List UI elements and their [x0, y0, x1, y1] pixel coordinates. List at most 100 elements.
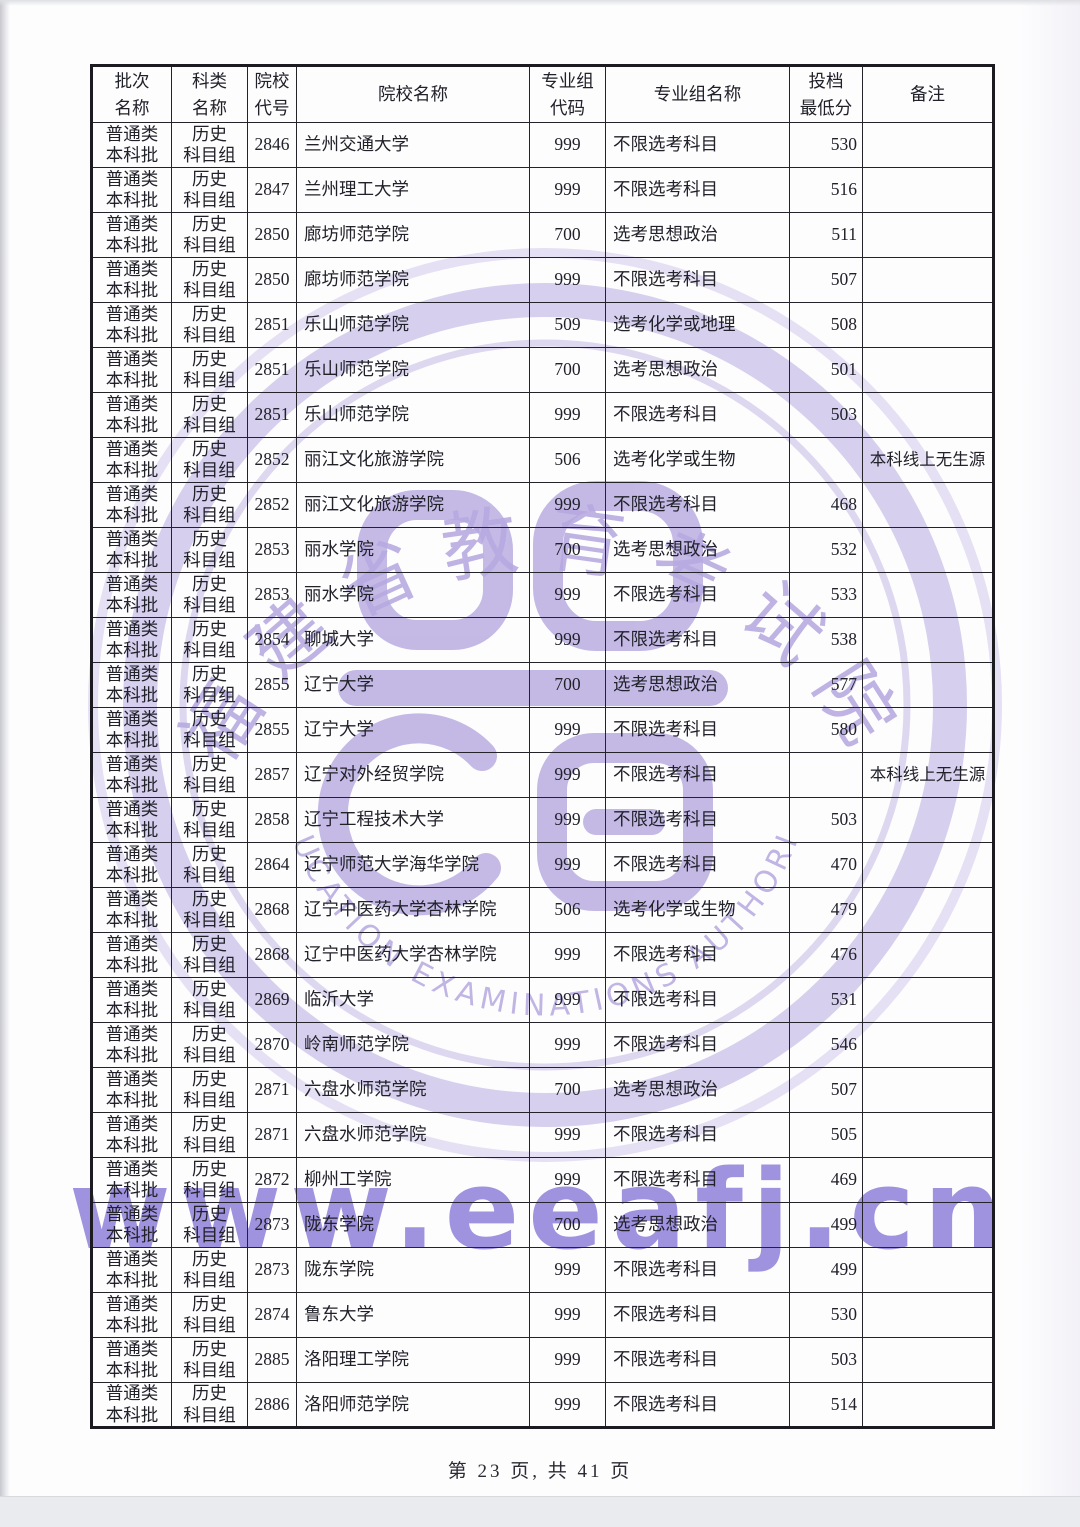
subject-group-cell: 历史 科目组: [171, 1067, 248, 1113]
major-group-code-cell: 999: [529, 257, 606, 303]
remark-cell: [862, 617, 994, 663]
college-name-cell: 丽江文化旅游学院: [296, 437, 530, 483]
major-group-code-cell: 999: [529, 842, 606, 888]
college-code-cell: 2854: [247, 617, 297, 663]
remark-cell: [862, 1202, 994, 1248]
min-score-cell: 538: [789, 617, 863, 663]
table-row: 普通类 本科批 历史 科目组 2886 洛阳师范学院 999 不限选考科目 514: [91, 1382, 994, 1428]
college-name-cell: 柳州工学院: [296, 1157, 530, 1203]
major-group-code-cell: 700: [529, 1202, 606, 1248]
batch-name-cell: 普通类 本科批: [91, 1022, 172, 1068]
batch-name-cell: 普通类 本科批: [91, 617, 172, 663]
batch-name-cell: 普通类 本科批: [91, 437, 172, 483]
remark-cell: [862, 1382, 994, 1428]
batch-name-cell: 普通类 本科批: [91, 752, 172, 798]
batch-name-cell: 普通类 本科批: [91, 1337, 172, 1383]
subject-group-cell: 历史 科目组: [171, 257, 248, 303]
table-row: 普通类 本科批 历史 科目组 2871 六盘水师范学院 999 不限选考科目 505: [91, 1112, 994, 1158]
subject-group-cell: 历史 科目组: [171, 662, 248, 708]
major-group-name-cell: 选考思想政治: [605, 527, 790, 573]
batch-name-cell: 普通类 本科批: [91, 1292, 172, 1338]
college-code-cell: 2873: [247, 1247, 297, 1293]
header-row: 批次 名称 科类 名称 院校 代号 院校名称 专业组 代码 专业组名称 投档 最低分 备注: [91, 65, 994, 123]
subject-group-cell: 历史 科目组: [171, 1292, 248, 1338]
min-score-cell: 479: [789, 887, 863, 933]
college-name-cell: 辽宁工程技术大学: [296, 797, 530, 843]
major-group-code-cell: 700: [529, 1067, 606, 1113]
min-score-cell: 516: [789, 167, 863, 213]
batch-name-cell: 普通类 本科批: [91, 212, 172, 258]
table-row: 普通类 本科批 历史 科目组 2858 辽宁工程技术大学 999 不限选考科目 503: [91, 797, 994, 843]
remark-cell: [862, 1157, 994, 1203]
table-row: 普通类 本科批 历史 科目组 2853 丽水学院 700 选考思想政治 532: [91, 527, 994, 573]
min-score-cell: 511: [789, 212, 863, 258]
major-group-name-cell: 不限选考科目: [605, 752, 790, 798]
college-name-cell: 洛阳师范学院: [296, 1382, 530, 1428]
college-code-cell: 2851: [247, 347, 297, 393]
subject-group-cell: 历史 科目组: [171, 752, 248, 798]
college-code-cell: 2857: [247, 752, 297, 798]
table-row: 普通类 本科批 历史 科目组 2868 辽宁中医药大学杏林学院 999 不限选考科目 476: [91, 932, 994, 978]
column-header: 专业组名称: [605, 65, 790, 123]
min-score-cell: 507: [789, 257, 863, 303]
subject-group-cell: 历史 科目组: [171, 347, 248, 393]
major-group-name-cell: 不限选考科目: [605, 707, 790, 753]
major-group-name-cell: 不限选考科目: [605, 797, 790, 843]
subject-group-cell: 历史 科目组: [171, 572, 248, 618]
batch-name-cell: 普通类 本科批: [91, 572, 172, 618]
college-code-cell: 2870: [247, 1022, 297, 1068]
major-group-name-cell: 不限选考科目: [605, 977, 790, 1023]
major-group-name-cell: 不限选考科目: [605, 842, 790, 888]
batch-name-cell: 普通类 本科批: [91, 1202, 172, 1248]
college-code-cell: 2873: [247, 1202, 297, 1248]
college-name-cell: 临沂大学: [296, 977, 530, 1023]
remark-cell: [862, 482, 994, 528]
major-group-code-cell: 999: [529, 977, 606, 1023]
major-group-name-cell: 不限选考科目: [605, 1157, 790, 1203]
major-group-code-cell: 999: [529, 482, 606, 528]
batch-name-cell: 普通类 本科批: [91, 707, 172, 753]
major-group-code-cell: 999: [529, 1022, 606, 1068]
scan-right-shade: [1020, 0, 1080, 1527]
major-group-name-cell: 不限选考科目: [605, 392, 790, 438]
college-name-cell: 陇东学院: [296, 1202, 530, 1248]
remark-cell: [862, 1112, 994, 1158]
min-score-cell: 476: [789, 932, 863, 978]
table-row: 普通类 本科批 历史 科目组 2868 辽宁中医药大学杏林学院 506 选考化学或生物 479: [91, 887, 994, 933]
college-code-cell: 2886: [247, 1382, 297, 1428]
college-name-cell: 鲁东大学: [296, 1292, 530, 1338]
min-score-cell: 507: [789, 1067, 863, 1113]
college-code-cell: 2872: [247, 1157, 297, 1203]
remark-cell: [862, 887, 994, 933]
table-row: 普通类 本科批 历史 科目组 2852 丽江文化旅游学院 999 不限选考科目 468: [91, 482, 994, 528]
subject-group-cell: 历史 科目组: [171, 617, 248, 663]
college-code-cell: 2855: [247, 707, 297, 753]
table-row: 普通类 本科批 历史 科目组 2873 陇东学院 700 选考思想政治 499: [91, 1202, 994, 1248]
college-code-cell: 2846: [247, 122, 297, 168]
batch-name-cell: 普通类 本科批: [91, 347, 172, 393]
subject-group-cell: 历史 科目组: [171, 482, 248, 528]
min-score-cell: 530: [789, 1292, 863, 1338]
college-code-cell: 2850: [247, 257, 297, 303]
major-group-code-cell: 999: [529, 617, 606, 663]
admission-scores-table: 批次 名称 科类 名称 院校 代号 院校名称 专业组 代码 专业组名称 投档 最低分 备注 普通类 本科批…: [90, 64, 995, 1429]
major-group-name-cell: 不限选考科目: [605, 572, 790, 618]
subject-group-cell: 历史 科目组: [171, 1202, 248, 1248]
subject-group-cell: 历史 科目组: [171, 977, 248, 1023]
subject-group-cell: 历史 科目组: [171, 167, 248, 213]
table-row: 普通类 本科批 历史 科目组 2852 丽江文化旅游学院 506 选考化学或生物 本科线上无生源: [91, 437, 994, 483]
major-group-name-cell: 不限选考科目: [605, 1022, 790, 1068]
min-score-cell: 499: [789, 1202, 863, 1248]
subject-group-cell: 历史 科目组: [171, 1112, 248, 1158]
remark-cell: [862, 1022, 994, 1068]
min-score-cell: 505: [789, 1112, 863, 1158]
major-group-code-cell: 999: [529, 1382, 606, 1428]
subject-group-cell: 历史 科目组: [171, 122, 248, 168]
college-name-cell: 洛阳理工学院: [296, 1337, 530, 1383]
college-code-cell: 2874: [247, 1292, 297, 1338]
college-code-cell: 2871: [247, 1067, 297, 1113]
college-name-cell: 六盘水师范学院: [296, 1112, 530, 1158]
college-name-cell: 廊坊师范学院: [296, 212, 530, 258]
batch-name-cell: 普通类 本科批: [91, 1112, 172, 1158]
college-name-cell: 六盘水师范学院: [296, 1067, 530, 1113]
